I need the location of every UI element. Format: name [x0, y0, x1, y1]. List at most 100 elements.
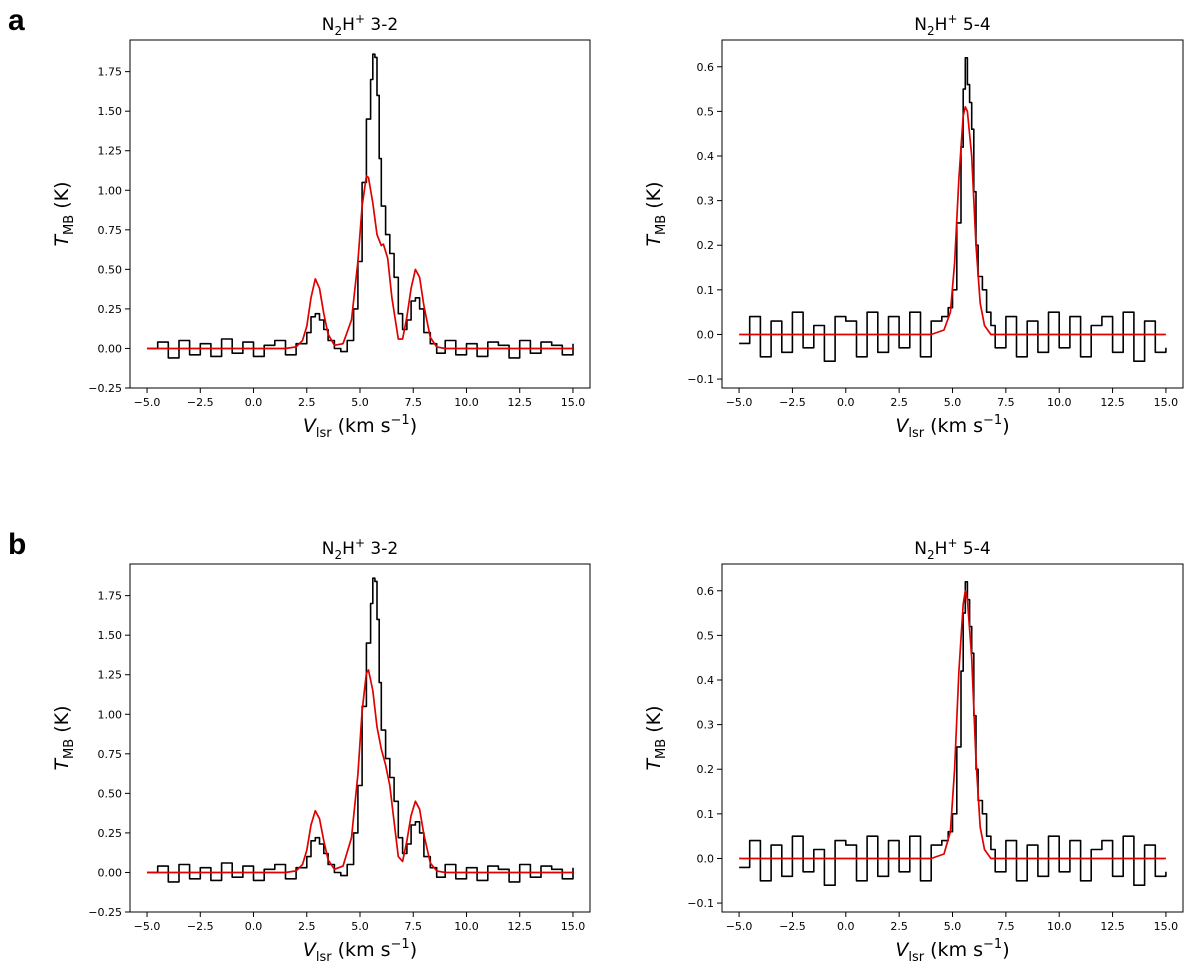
y-tick-label: 0.5: [697, 105, 715, 118]
chart-title: N2H+ 3-2: [322, 12, 398, 38]
x-tick-label: −2.5: [779, 920, 806, 933]
plot-frame: [721, 39, 1184, 389]
y-tick-label: 0.25: [98, 303, 123, 316]
y-tick-label: 1.00: [98, 184, 123, 197]
chart-1: −5.0 −2.5 0.0 2.5 5.0 7.5 10.0 12.5 15.0 −0.1 0.0 0…: [643, 12, 1184, 441]
x-tick-label: 7.5: [404, 396, 422, 409]
x-tick-label: 12.5: [1100, 920, 1125, 933]
y-axis-label: TMB (K): [51, 181, 77, 246]
y-tick-label: 0.1: [697, 808, 715, 821]
y-tick-label: 1.25: [98, 145, 123, 158]
y-tick-label: 0.5: [697, 629, 715, 642]
x-tick-label: 2.5: [298, 920, 316, 933]
y-tick-label: 0.50: [98, 787, 123, 800]
series-line-model: [739, 589, 1166, 860]
y-tick-label: 0.6: [697, 585, 715, 598]
y-tick-label: 1.50: [98, 105, 123, 118]
x-tick-label: 15.0: [561, 396, 586, 409]
y-tick-label: 0.00: [98, 342, 123, 355]
plot-frame: [721, 563, 1184, 913]
y-tick-label: 1.75: [98, 590, 123, 603]
y-tick-label: 0.75: [98, 224, 123, 237]
x-tick-label: −5.0: [726, 920, 753, 933]
x-tick-label: 5.0: [944, 920, 962, 933]
y-tick-label: −0.25: [88, 382, 122, 395]
y-tick-label: 1.00: [98, 708, 123, 721]
y-tick-label: 1.50: [98, 629, 123, 642]
y-tick-label: 0.4: [697, 674, 715, 687]
x-tick-label: 12.5: [507, 920, 532, 933]
y-tick-label: 0.50: [98, 263, 123, 276]
y-tick-label: 0.25: [98, 827, 123, 840]
x-tick-label: 7.5: [404, 920, 422, 933]
chart-title: N2H+ 3-2: [322, 536, 398, 562]
panel-letter-a: a: [8, 4, 25, 37]
chart-2: −5.0 −2.5 0.0 2.5 5.0 7.5 10.0 12.5 15.0 −0.25 0.0…: [51, 536, 591, 965]
y-tick-label: 0.6: [697, 61, 715, 74]
x-tick-label: 12.5: [1100, 396, 1125, 409]
y-tick-label: 0.2: [697, 239, 715, 252]
series-line-model: [739, 106, 1166, 336]
charts-group: −5.0 −2.5 0.0 2.5 5.0 7.5 10.0 12.5 15.0 −0.25 0.0…: [51, 12, 1184, 965]
series-line-observed: [739, 57, 1167, 362]
y-tick-label: 0.0: [697, 852, 715, 865]
y-axis-label: TMB (K): [643, 181, 669, 246]
x-tick-label: −2.5: [779, 396, 806, 409]
x-tick-label: 0.0: [837, 920, 855, 933]
y-tick-label: 0.0: [697, 328, 715, 341]
x-tick-label: 0.0: [837, 396, 855, 409]
x-tick-label: 12.5: [507, 396, 532, 409]
x-tick-label: 15.0: [561, 920, 586, 933]
x-tick-label: 15.0: [1154, 920, 1179, 933]
panel-letter-b: b: [8, 528, 26, 561]
chart-title: N2H+ 5-4: [914, 12, 990, 38]
y-tick-label: −0.1: [687, 373, 714, 386]
y-tick-label: −0.25: [88, 906, 122, 919]
x-tick-label: 0.0: [245, 396, 263, 409]
y-tick-label: 0.1: [697, 284, 715, 297]
x-tick-label: 7.5: [997, 920, 1015, 933]
x-axis-label: Vlsr (km s−1): [895, 413, 1009, 441]
chart-0: −5.0 −2.5 0.0 2.5 5.0 7.5 10.0 12.5 15.0 −0.25 0.0…: [51, 12, 591, 441]
series-line-model: [147, 175, 573, 350]
x-tick-label: 10.0: [454, 920, 479, 933]
y-tick-label: 0.3: [697, 719, 715, 732]
x-tick-label: 10.0: [1047, 920, 1072, 933]
y-tick-label: −0.1: [687, 897, 714, 910]
plot-frame: [129, 39, 591, 389]
x-tick-label: 2.5: [890, 920, 908, 933]
y-tick-label: 0.75: [98, 748, 123, 761]
y-tick-label: 1.75: [98, 66, 123, 79]
y-tick-label: 0.3: [697, 195, 715, 208]
series-line-model: [147, 669, 573, 874]
x-axis-label: Vlsr (km s−1): [303, 413, 417, 441]
x-tick-label: −5.0: [726, 396, 753, 409]
y-axis-label: TMB (K): [643, 705, 669, 770]
x-tick-label: 2.5: [890, 396, 908, 409]
x-tick-label: −2.5: [187, 920, 214, 933]
series-line-observed: [147, 53, 574, 359]
series-line-observed: [147, 577, 574, 883]
x-tick-label: −5.0: [134, 920, 161, 933]
x-tick-label: 2.5: [298, 396, 316, 409]
x-tick-label: 10.0: [1047, 396, 1072, 409]
x-tick-label: 0.0: [245, 920, 263, 933]
y-tick-label: 0.4: [697, 150, 715, 163]
x-tick-label: 5.0: [351, 920, 369, 933]
y-tick-label: 0.00: [98, 866, 123, 879]
y-axis-label: TMB (K): [51, 705, 77, 770]
y-tick-label: 0.2: [697, 763, 715, 776]
x-tick-label: 7.5: [997, 396, 1015, 409]
chart-title: N2H+ 5-4: [914, 536, 990, 562]
series-line-observed: [739, 581, 1167, 886]
x-tick-label: 5.0: [351, 396, 369, 409]
y-tick-label: 1.25: [98, 669, 123, 682]
x-tick-label: −5.0: [134, 396, 161, 409]
x-tick-label: 15.0: [1154, 396, 1179, 409]
chart-3: −5.0 −2.5 0.0 2.5 5.0 7.5 10.0 12.5 15.0 −0.1 0.0 0…: [643, 536, 1184, 965]
x-axis-label: Vlsr (km s−1): [303, 937, 417, 965]
x-tick-label: −2.5: [187, 396, 214, 409]
x-tick-label: 5.0: [944, 396, 962, 409]
x-axis-label: Vlsr (km s−1): [895, 937, 1009, 965]
